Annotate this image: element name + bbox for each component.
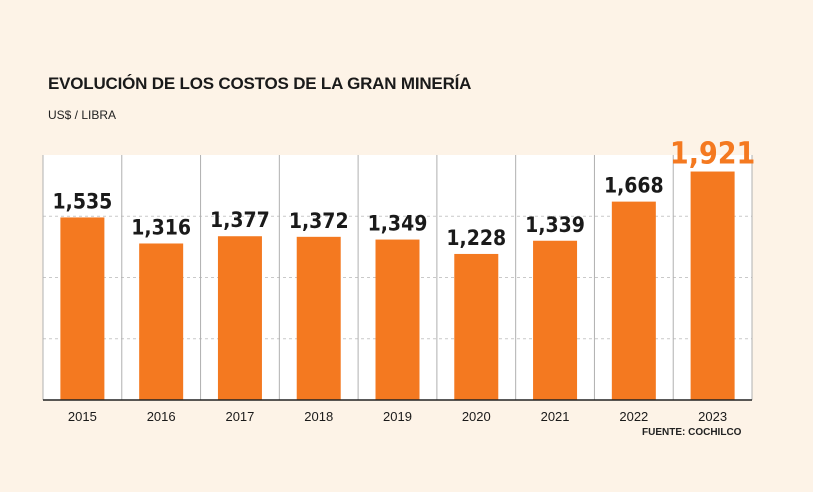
value-label-2017: 1,377 — [210, 208, 270, 232]
value-label-2016: 1,316 — [131, 215, 191, 239]
x-tick-label-2021: 2021 — [541, 409, 570, 424]
x-tick-label-2023: 2023 — [698, 409, 727, 424]
chart-title: EVOLUCIÓN DE LOS COSTOS DE LA GRAN MINER… — [48, 74, 472, 93]
x-tick-label-2015: 2015 — [68, 409, 97, 424]
bar-2022 — [611, 201, 656, 400]
bar-2019 — [375, 239, 420, 400]
bar-2020 — [454, 253, 499, 400]
x-tick-label-2019: 2019 — [383, 409, 412, 424]
value-label-2020: 1,228 — [446, 226, 506, 250]
value-label-2019: 1,349 — [368, 212, 428, 236]
bar-2023 — [690, 171, 735, 400]
bar-2016 — [139, 243, 184, 400]
y-axis-unit: US$ / LIBRA — [48, 108, 117, 122]
source-note: FUENTE: COCHILCO — [642, 427, 742, 438]
x-tick-label-2022: 2022 — [619, 409, 648, 424]
x-tick-label-2020: 2020 — [462, 409, 491, 424]
x-tick-label-2017: 2017 — [225, 409, 254, 424]
value-label-2021: 1,339 — [525, 213, 585, 237]
value-label-2015: 1,535 — [53, 189, 113, 213]
bar-2021 — [533, 240, 578, 400]
x-tick-label-2016: 2016 — [147, 409, 176, 424]
bar-2017 — [217, 236, 262, 400]
bar-2018 — [296, 236, 341, 400]
value-label-2018: 1,372 — [289, 209, 349, 233]
x-tick-label-2018: 2018 — [304, 409, 333, 424]
value-label-2023: 1,921 — [670, 137, 755, 172]
bar-2015 — [60, 217, 105, 400]
value-label-2022: 1,668 — [604, 174, 664, 198]
